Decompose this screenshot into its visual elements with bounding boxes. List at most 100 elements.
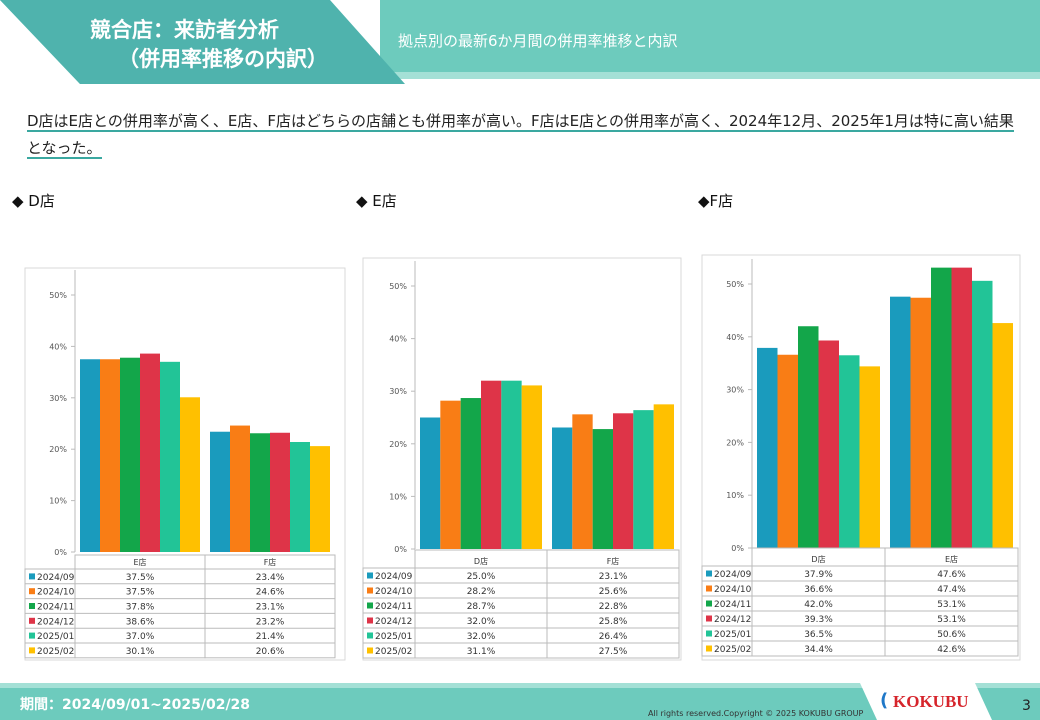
legend-swatch (706, 600, 712, 607)
table-column (204, 554, 336, 659)
table-cell: 37.5% (126, 573, 155, 583)
table-cell: 23.4% (256, 573, 285, 583)
y-tick-label: 30% (389, 387, 407, 396)
table-cell: 31.1% (467, 647, 496, 657)
table-column (884, 547, 1019, 657)
legend-label: 2025/01 (714, 630, 751, 640)
table-cell: 42.0% (804, 600, 833, 610)
logo-mark-icon: ( (880, 690, 889, 711)
page-title-line2: （併用率推移の内訳） (118, 47, 328, 71)
logo-bg (860, 683, 992, 720)
legend-label: 2025/02 (375, 647, 412, 657)
table-cell: 38.6% (126, 617, 155, 627)
bar-2024-09-F店 (552, 427, 573, 549)
table-cell: 37.0% (126, 632, 155, 642)
legend-label: 2024/10 (714, 585, 752, 595)
legend-label: 2024/09 (375, 572, 413, 582)
company-logo: KOKUBU (893, 692, 969, 711)
table-cell: 53.1% (937, 600, 966, 610)
legend-label: 2024/10 (375, 587, 413, 597)
bar-2024-12-F店 (613, 413, 634, 549)
legend-swatch (367, 647, 373, 654)
bar-2024-12-E店 (951, 267, 972, 548)
header-strip (380, 72, 1040, 79)
y-tick-label: 0% (54, 548, 67, 557)
category-label: D店 (811, 554, 825, 564)
legend-swatch (706, 645, 712, 652)
y-tick-label: 50% (389, 282, 407, 291)
bar-2024-09-D店 (757, 347, 778, 548)
bar-2024-12-F店 (270, 432, 290, 552)
y-tick-label: 30% (49, 394, 67, 403)
legend-label: 2024/09 (37, 573, 75, 583)
table-cell: 36.5% (804, 630, 833, 640)
y-tick-label: 20% (49, 445, 67, 454)
period-label: 期間：2024/09/01~2025/02/28 (20, 697, 251, 713)
y-tick-label: 0% (394, 545, 407, 554)
bar-2025-01-D店 (839, 355, 860, 548)
legend-swatch (29, 588, 35, 595)
table-cell: 36.6% (804, 585, 833, 595)
table-cell: 37.8% (126, 603, 155, 613)
table-cell: 23.2% (256, 617, 285, 627)
table-cell: 25.6% (599, 587, 628, 597)
bar-2024-11-F店 (592, 429, 613, 549)
y-tick-label: 10% (389, 492, 407, 501)
bar-2024-10-D店 (440, 400, 461, 549)
legend-swatch (367, 632, 373, 639)
bar-2025-01-F店 (290, 442, 310, 552)
legend-label: 2024/11 (714, 600, 751, 610)
bar-2024-10-F店 (230, 425, 250, 552)
table-cell: 25.0% (467, 572, 496, 582)
legend-label: 2024/11 (375, 602, 412, 612)
table-cell: 39.3% (804, 615, 833, 625)
page-subtitle: 拠点別の最新6か月間の併用率推移と内訳 (398, 32, 678, 50)
bar-2024-11-D店 (460, 398, 481, 549)
table-cell: 22.8% (599, 602, 628, 612)
bar-2024-09-D店 (420, 417, 441, 549)
legend-swatch (706, 630, 712, 637)
category-label: D店 (474, 556, 488, 566)
table-column (546, 549, 680, 659)
legend-swatch (706, 615, 712, 622)
bar-2024-09-F店 (210, 431, 230, 552)
legend-label: 2024/12 (714, 615, 751, 625)
legend-label: 2025/02 (37, 647, 74, 657)
bar-2024-12-D店 (481, 380, 502, 549)
section-e-store: ◆ E店 (356, 192, 397, 210)
y-tick-label: 10% (726, 491, 744, 500)
bar-2025-02-D店 (521, 385, 542, 549)
legend-label: 2025/02 (714, 645, 751, 655)
table-cell: 42.6% (937, 645, 966, 655)
bar-2025-01-F店 (633, 410, 654, 549)
y-tick-label: 40% (726, 333, 744, 342)
bar-2024-09-E店 (890, 296, 911, 548)
legend-swatch (367, 602, 373, 609)
table-cell: 23.1% (256, 603, 285, 613)
bar-2025-02-E店 (992, 323, 1013, 548)
summary-text: D店はE店との併用率が高く、E店、F店はどちらの店舗とも併用率が高い。F店はE店… (27, 108, 1017, 162)
bar-2025-01-E店 (972, 280, 993, 548)
table-cell: 32.0% (467, 617, 496, 627)
table-cell: 28.7% (467, 602, 496, 612)
header-band (380, 0, 1040, 72)
legend-label: 2024/11 (37, 603, 74, 613)
bar-2024-10-E店 (910, 297, 931, 548)
category-label: E店 (133, 557, 146, 567)
bar-2024-10-F店 (572, 414, 593, 549)
bar-2025-02-F店 (310, 446, 330, 552)
bar-2024-12-E店 (140, 353, 160, 552)
table-cell: 50.6% (937, 630, 966, 640)
legend-swatch (367, 587, 373, 594)
table-cell: 32.0% (467, 632, 496, 642)
bar-2024-10-D店 (777, 354, 798, 548)
bar-2024-12-D店 (818, 340, 839, 548)
bar-2024-11-E店 (931, 267, 952, 548)
section-d-store: ◆ D店 (12, 192, 55, 210)
table-cell: 23.1% (599, 572, 628, 582)
legend-swatch (367, 572, 373, 579)
table-cell: 37.5% (126, 588, 155, 598)
y-tick-label: 40% (389, 335, 407, 344)
y-tick-label: 10% (49, 497, 67, 506)
